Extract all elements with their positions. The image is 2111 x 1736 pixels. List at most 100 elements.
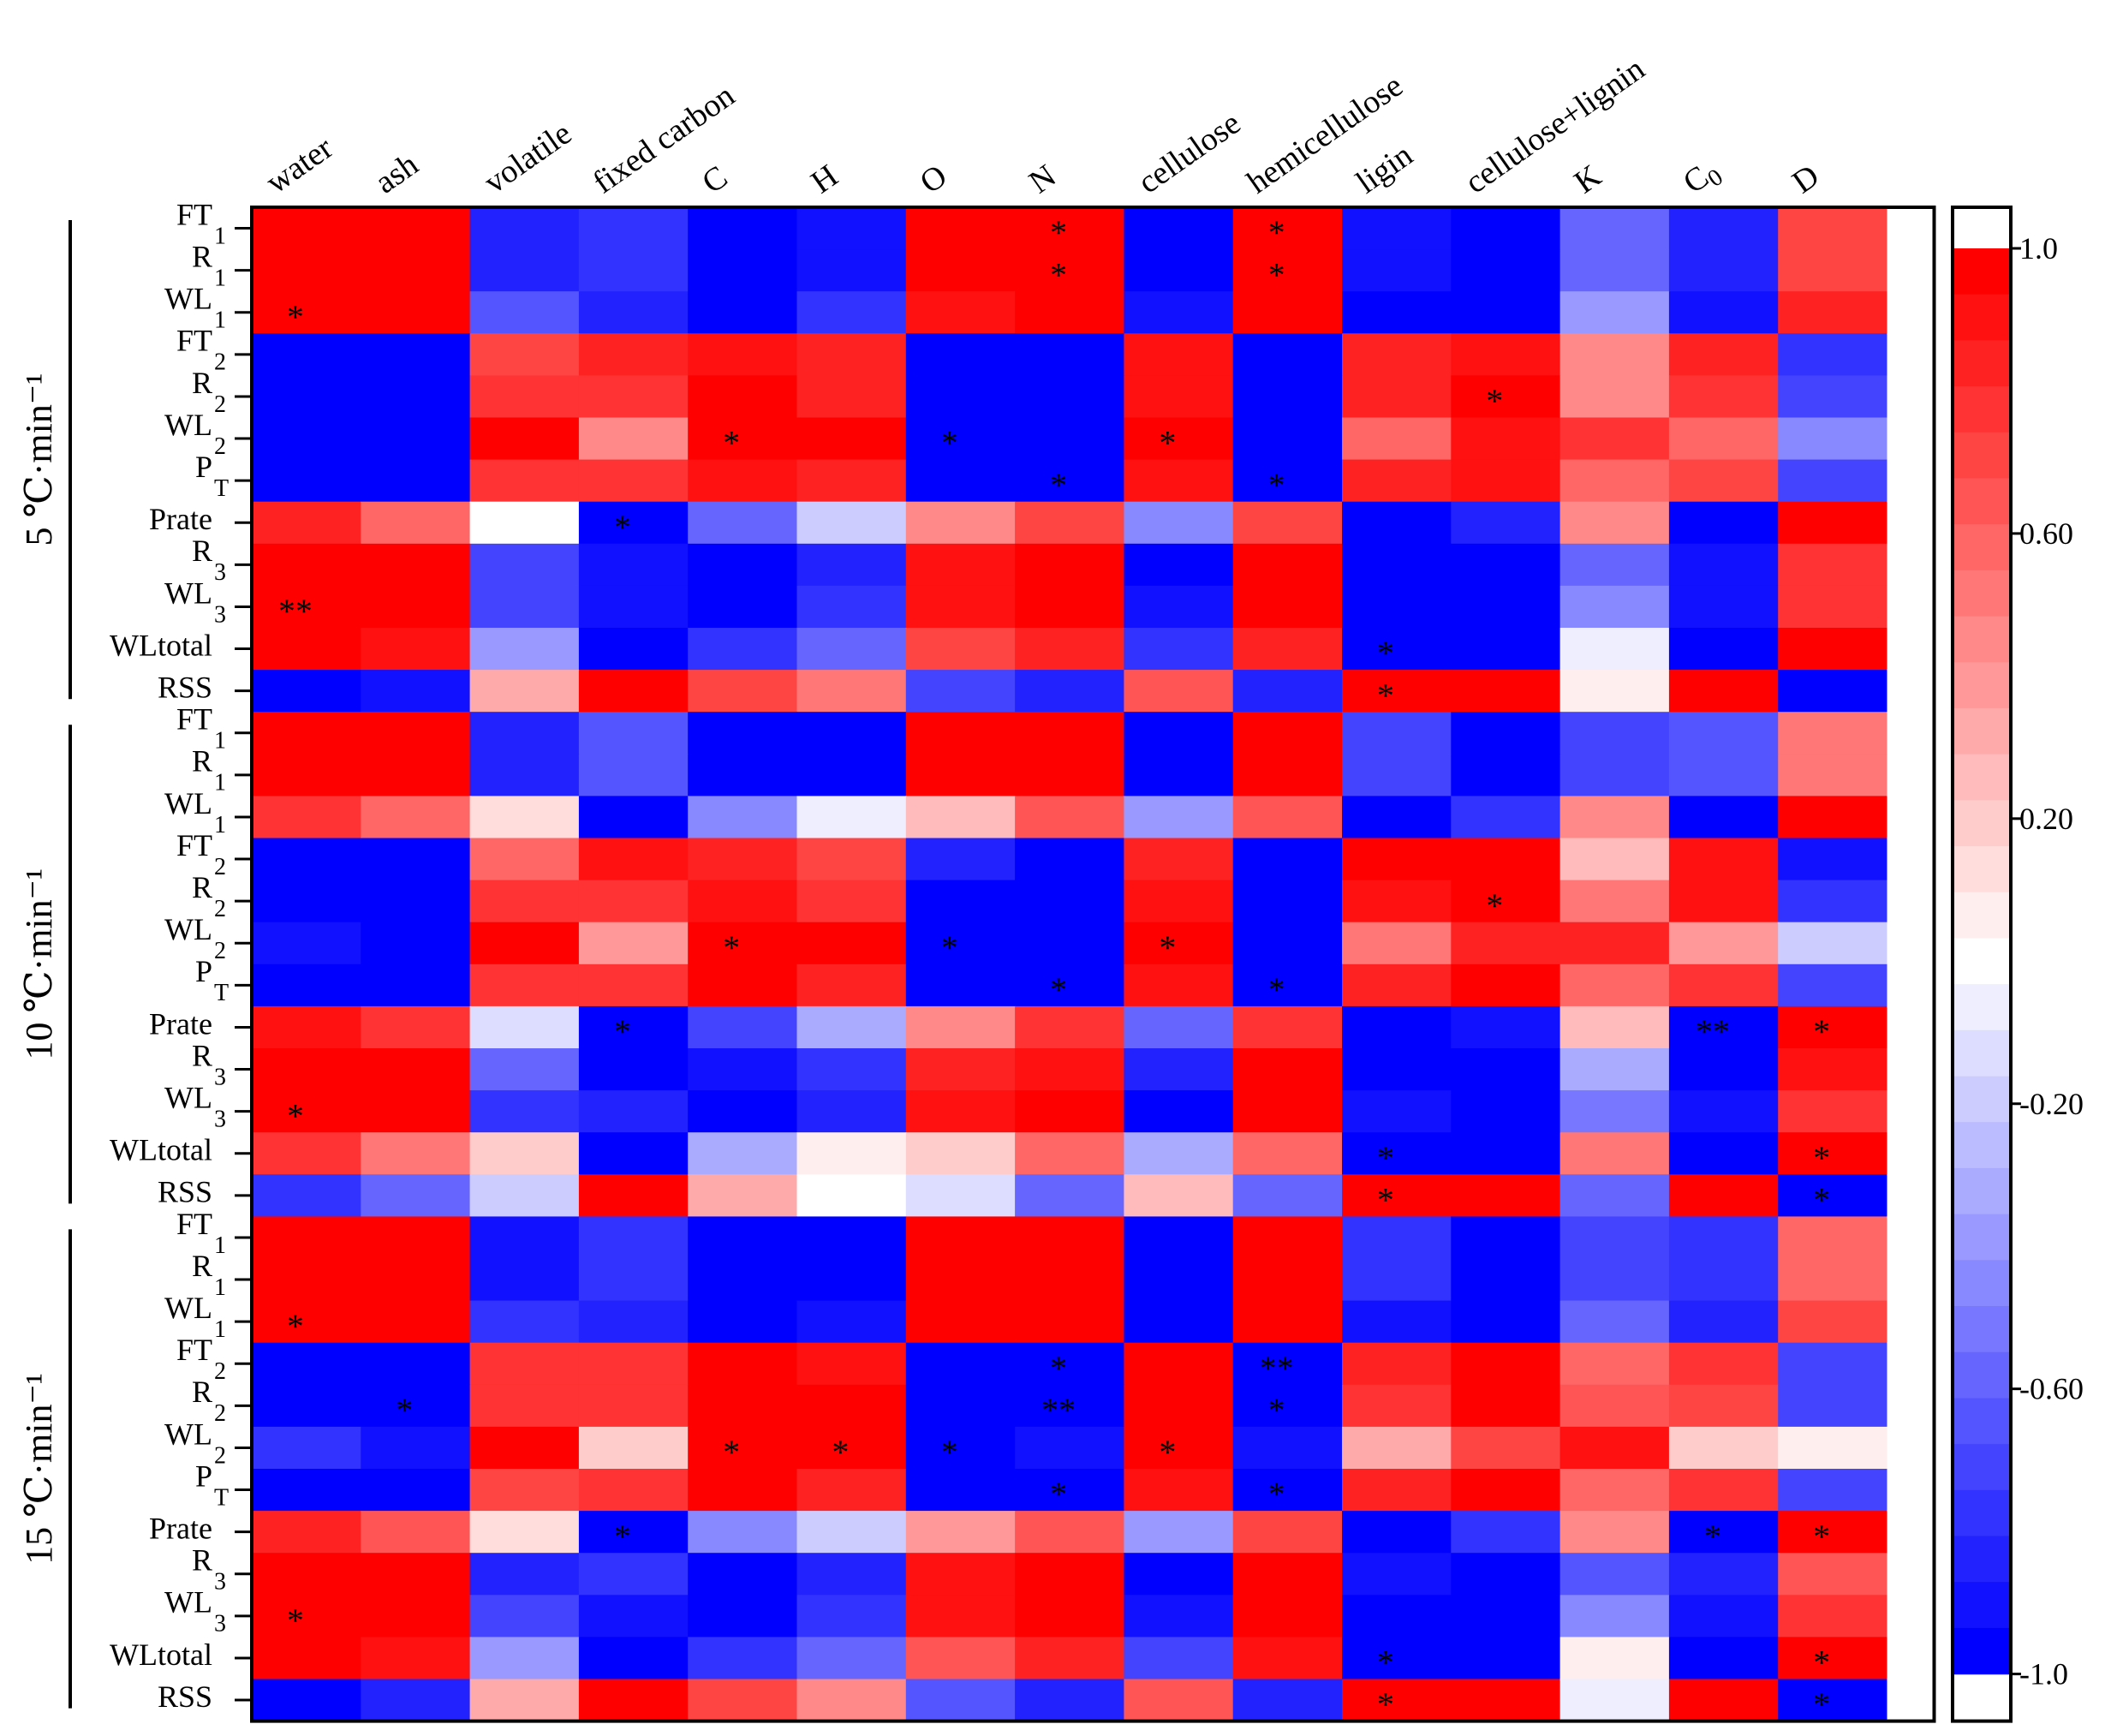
heatmap-cell: [1015, 1174, 1124, 1217]
heatmap-cell: [1232, 628, 1343, 671]
row-label-subscript: 3: [214, 601, 226, 628]
heatmap-cell: [252, 1595, 361, 1638]
heatmap-cell: [1668, 880, 1779, 923]
heatmap-cell: [905, 417, 1016, 461]
heatmap-cell: [252, 712, 361, 755]
heatmap-cell: [1668, 1595, 1779, 1638]
row-label: WL: [164, 912, 212, 946]
heatmap-cell: [1778, 963, 1888, 1007]
heatmap-cell: [1668, 1342, 1779, 1386]
column-label: O: [914, 158, 954, 200]
heatmap-cell: [905, 628, 1016, 671]
heatmap-cell: [469, 291, 580, 334]
heatmap-cell: [1451, 1679, 1561, 1722]
heatmap-cell: [1124, 670, 1234, 713]
column-label: volatile: [478, 116, 578, 201]
heatmap-cell: [1451, 1300, 1561, 1344]
heatmap-cell: [1559, 1469, 1670, 1512]
heatmap-cell: [1559, 670, 1670, 713]
heatmap-cell: [1559, 1637, 1670, 1680]
heatmap-cell: [578, 459, 689, 503]
heatmap-cell: [1559, 963, 1670, 1007]
heatmap-cell: [688, 1511, 798, 1554]
heatmap-cell: [361, 1300, 471, 1344]
row-label-subscript: 2: [214, 1442, 226, 1469]
significance-star: *: [1813, 1012, 1830, 1051]
row-label: R: [192, 1249, 212, 1283]
row-label-subscript: 1: [214, 812, 226, 838]
heatmap-cell: [469, 207, 580, 250]
colorbar-frame: [1951, 206, 2013, 1723]
heatmap-cell: [1342, 1005, 1452, 1049]
row-label-subscript: 2: [214, 391, 226, 418]
heatmap-cell: [1559, 459, 1670, 503]
heatmap-cell: [1559, 880, 1670, 923]
heatmap-cell: [1124, 963, 1234, 1007]
heatmap-cell: [361, 1511, 471, 1554]
significance-star: *: [1050, 255, 1067, 294]
heatmap-cell: [1124, 1216, 1234, 1260]
heatmap-cell: [1668, 249, 1779, 292]
heatmap-cell: [905, 585, 1016, 629]
heatmap-cell: [1778, 585, 1888, 629]
heatmap-cell: [1232, 922, 1343, 965]
heatmap-cell: [252, 1384, 361, 1428]
heatmap-cell: [1559, 1595, 1670, 1638]
heatmap-cell: [1668, 922, 1779, 965]
heatmap-cell: [905, 249, 1016, 292]
heatmap-cell: [469, 1469, 580, 1512]
heatmap-cell: [1124, 417, 1234, 461]
heatmap-cell: [688, 754, 798, 796]
heatmap-cell: [361, 1048, 471, 1091]
row-label: WL: [164, 1417, 212, 1451]
heatmap-cell: [1342, 459, 1452, 503]
heatmap-cell: [578, 249, 689, 292]
heatmap-cell: [1559, 417, 1670, 461]
colorbar: 1.0 0.60 0.20 -0.20 -0.60 -1.0: [1951, 206, 2084, 1723]
heatmap-cell: [1451, 1174, 1561, 1217]
heatmap-cell: [361, 291, 471, 334]
heatmap-cell: [1778, 501, 1888, 545]
heatmap-cell: [1668, 585, 1779, 629]
heatmap-cell: [252, 880, 361, 923]
significance-star: *: [1050, 970, 1067, 1009]
significance-star: *: [287, 1307, 304, 1345]
colorbar-swatch: [1953, 570, 2011, 617]
heatmap-cell: [1668, 291, 1779, 334]
heatmap-cell: [252, 1216, 361, 1260]
heatmap-cell: [905, 1258, 1016, 1302]
heatmap-cell: [796, 1469, 907, 1512]
heatmap-cell: [578, 1595, 689, 1638]
heatmap-cell: [1451, 1384, 1561, 1428]
heatmap-cell: [578, 1090, 689, 1133]
heatmap-cell: [361, 1384, 471, 1428]
heatmap-cell: [688, 459, 798, 503]
heatmap-cell: [252, 1258, 361, 1302]
row-label-subscript: 1: [214, 265, 226, 292]
heatmap-cell: [361, 417, 471, 461]
heatmap-cell: [361, 670, 471, 713]
heatmap-cell: [1124, 291, 1234, 334]
heatmap-cell: [1124, 1048, 1234, 1091]
significance-star: *: [287, 1602, 304, 1640]
significance-star: *: [1268, 213, 1285, 252]
heatmap-cell: [905, 838, 1016, 881]
heatmap-cell: [252, 417, 361, 461]
significance-star: *: [1377, 1138, 1394, 1177]
heatmap-cell: [905, 1005, 1016, 1049]
heatmap-cell: [1451, 1132, 1561, 1175]
significance-star: **: [278, 592, 313, 630]
heatmap-cell: [469, 417, 580, 461]
row-label: FT: [176, 702, 212, 737]
heatmap-cell: [578, 417, 689, 461]
heatmap-cell: [796, 1174, 907, 1217]
heatmap-cell: [1778, 754, 1888, 796]
significance-star: *: [1704, 1517, 1721, 1555]
heatmap-cell: [1778, 880, 1888, 923]
heatmap-cell: [1342, 1174, 1452, 1217]
heatmap-cell: [1778, 1258, 1888, 1302]
colorbar-swatch: [1953, 1122, 2011, 1169]
colorbar-swatch: [1953, 1167, 2011, 1215]
row-label: WL: [164, 408, 212, 442]
heatmap-cell: [1232, 1174, 1343, 1217]
